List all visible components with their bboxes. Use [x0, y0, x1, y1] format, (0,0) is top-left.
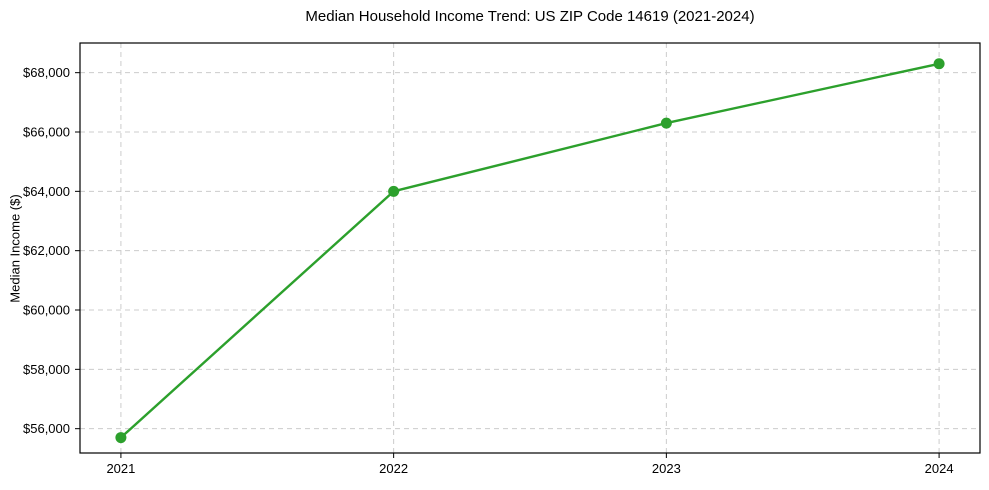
x-tick-label: 2023 [652, 461, 681, 476]
chart-title: Median Household Income Trend: US ZIP Co… [305, 8, 755, 25]
x-tick-label: 2022 [379, 461, 408, 476]
y-tick-label: $66,000 [23, 125, 70, 140]
data-point-2021 [115, 432, 127, 444]
plot-frame [79, 42, 981, 454]
data-point-2024 [933, 58, 945, 70]
y-tick-label: $58,000 [23, 362, 70, 377]
y-tick-label: $64,000 [23, 184, 70, 199]
x-tick-label: 2024 [925, 461, 954, 476]
data-point-2023 [660, 117, 672, 129]
y-tick-label: $60,000 [23, 303, 70, 318]
data-point-2022 [388, 185, 400, 197]
y-tick-label: $62,000 [23, 243, 70, 258]
y-tick-label: $56,000 [23, 421, 70, 436]
y-tick-label: $68,000 [23, 65, 70, 80]
trend-line [119, 62, 941, 439]
x-tick-label: 2021 [106, 461, 135, 476]
